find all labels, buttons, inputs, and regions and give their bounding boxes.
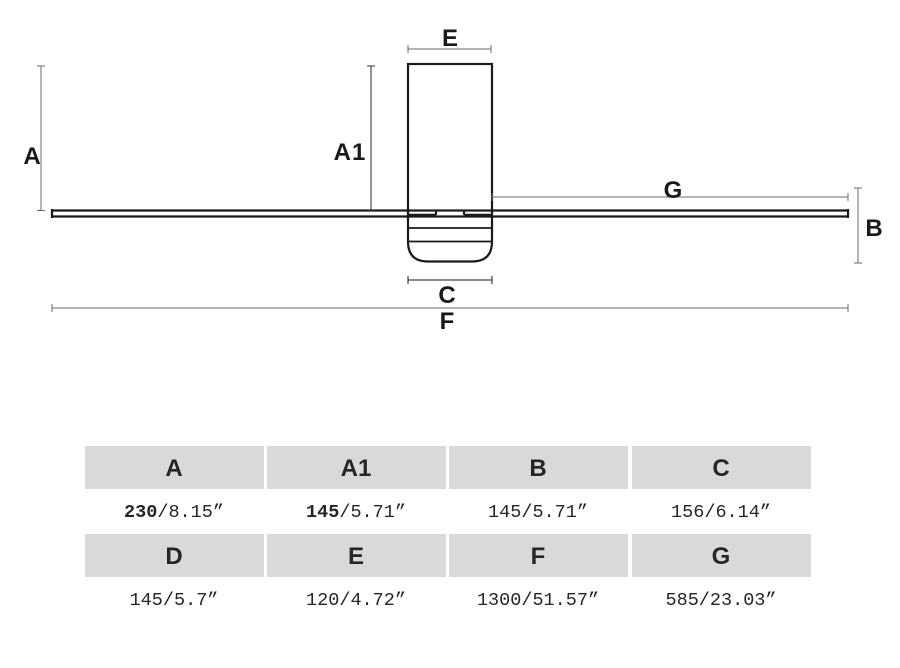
svg-text:B: B [865, 215, 882, 242]
svg-text:145/5.71”: 145/5.71” [488, 502, 588, 523]
svg-text:B: B [529, 455, 546, 482]
svg-text:120/4.72”: 120/4.72” [306, 590, 406, 611]
svg-text:G: G [712, 543, 731, 570]
svg-text:145/5.7”: 145/5.7” [130, 590, 219, 611]
svg-text:1300/51.57”: 1300/51.57” [477, 590, 599, 611]
svg-text:585/23.03”: 585/23.03” [665, 590, 776, 611]
svg-text:C: C [438, 282, 455, 309]
svg-text:145/5.71”: 145/5.71” [306, 502, 406, 523]
svg-text:A1: A1 [334, 139, 367, 166]
svg-text:E: E [348, 543, 364, 570]
svg-text:A1: A1 [341, 455, 372, 482]
svg-text:C: C [712, 455, 729, 482]
svg-text:F: F [531, 543, 546, 570]
svg-text:G: G [664, 177, 683, 204]
svg-text:A: A [165, 455, 182, 482]
svg-text:230/8.15”: 230/8.15” [124, 502, 224, 523]
svg-text:D: D [165, 543, 182, 570]
svg-text:E: E [442, 25, 458, 52]
svg-text:F: F [440, 308, 455, 335]
svg-text:156/6.14”: 156/6.14” [671, 502, 771, 523]
svg-text:A: A [23, 143, 40, 170]
